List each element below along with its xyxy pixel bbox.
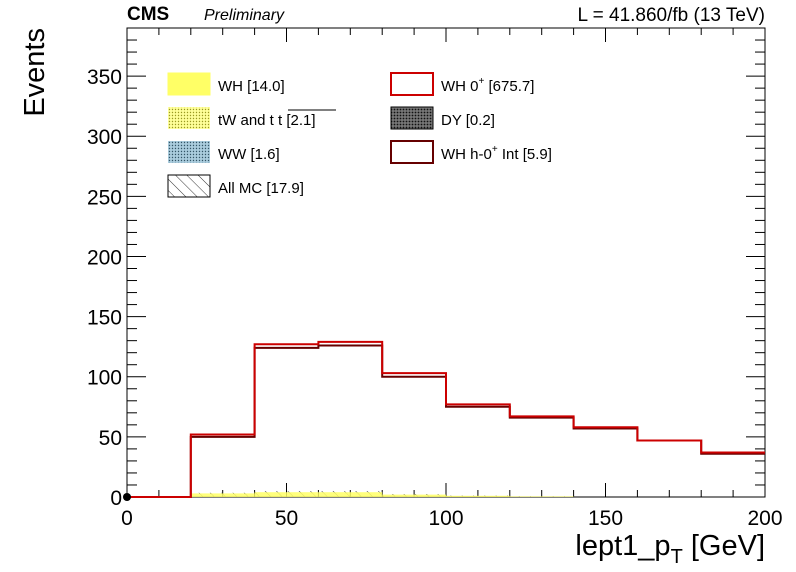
legend-label-tw-tt: tW and t t [2.1] [218,112,316,129]
legend: WH [14.0] tW and t t [2.1] WW [1.6] All … [167,72,552,198]
bar-wh [318,492,383,497]
y-tick-label: 200 [87,246,122,269]
legend-swatch-dy [390,106,434,130]
y-tick-label: 100 [87,367,122,390]
legend-label-wh-int-main: WH h-0 [441,146,492,163]
status-label: Preliminary [204,7,285,24]
x-axis-title: lept1_pT [GeV] [575,530,765,568]
y-tick-label: 350 [87,66,122,89]
x-tick-label: 0 [121,507,133,530]
legend-swatch-wh-0plus [390,72,434,96]
legend-swatch-all-mc [167,174,211,198]
legend-label-all-mc: All MC [17.9] [218,180,304,197]
bar-wh [446,495,510,497]
y-tick-label: 150 [87,307,122,330]
line-wh-0plus [127,340,765,498]
bar-wh [382,494,446,497]
x-tick-label: 150 [588,507,623,530]
y-tick-label: 300 [87,126,122,149]
bar-wh [190,493,255,497]
plot-frame [126,27,766,498]
y-axis-title: Events [19,28,51,117]
x-tick-label: 200 [747,507,782,530]
legend-label-wh-int-rest: Int [5.9] [498,146,552,163]
legend-swatch-wh [167,72,211,96]
tick-labels: 0 50 100 150 200 0 50 100 150 200 250 300 350 [87,66,783,530]
line-wh-int [127,344,765,498]
legend-label-wh-int: WH h-0+ Int [5.9] [441,144,552,163]
legend-label-wh: WH [14.0] [218,78,285,95]
experiment-label: CMS [127,4,169,25]
axis-ticks [126,27,766,498]
x-tick-label: 50 [275,507,298,530]
histogram-lines [127,340,765,498]
x-tick-label: 100 [428,507,463,530]
legend-label-dy: DY [0.2] [441,112,495,129]
legend-label-ww: WW [1.6] [218,146,280,163]
lumi-label: L = 41.860/fb (13 TeV) [578,5,766,26]
y-tick-label: 50 [99,427,122,450]
legend-label-wh-0plus: WH 0+ [675.7] [441,76,534,95]
x-axis-title-unit: [GeV] [683,530,765,562]
legend-swatch-tw-tt [168,107,210,129]
legend-label-wh-0plus-rest: [675.7] [484,78,534,95]
x-axis-title-sub: T [671,546,683,568]
legend-label-wh-int-sup: + [492,144,498,155]
legend-swatch-wh-int [390,140,434,164]
y-tick-label: 250 [87,186,122,209]
x-axis-title-main: lept1_p [575,530,670,562]
legend-label-wh-0plus-main: WH 0 [441,78,479,95]
legend-swatch-ww [168,141,210,163]
y-tick-label: 0 [110,487,122,510]
bar-wh [509,496,574,497]
legend-label-wh-0plus-sup: + [479,76,485,87]
histogram-bars [190,490,574,497]
bar-wh [254,492,319,497]
origin-marker [123,493,131,501]
